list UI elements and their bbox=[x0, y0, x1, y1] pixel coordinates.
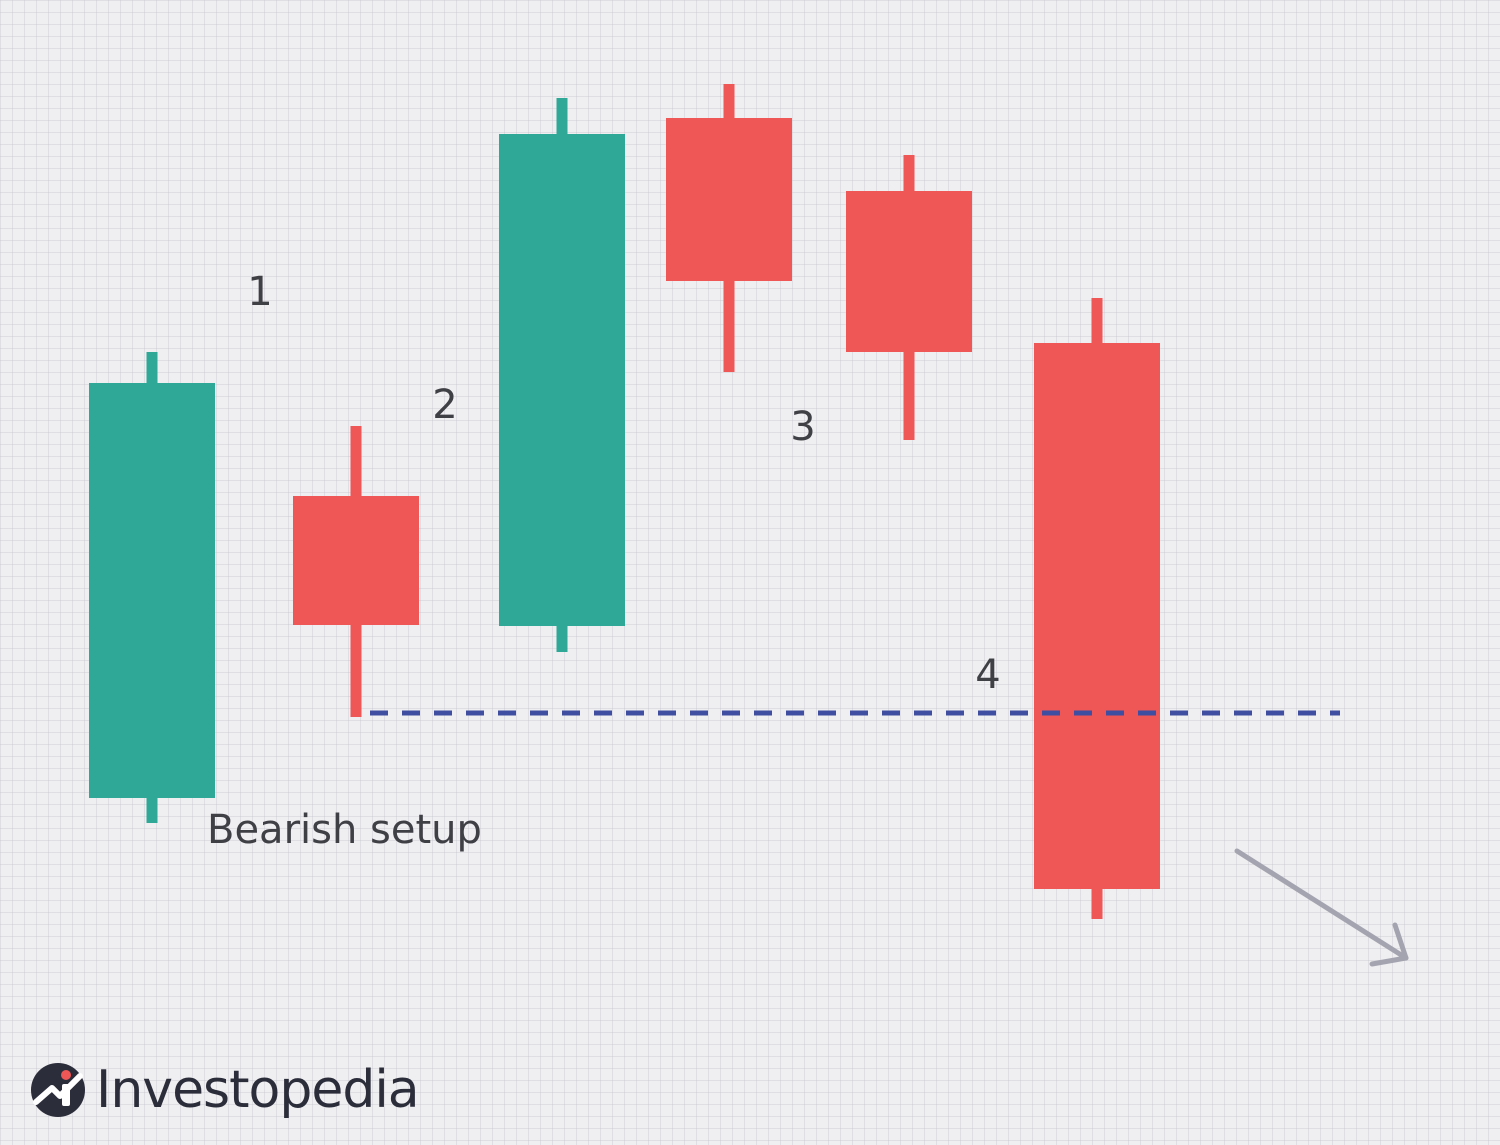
bearish-setup-label: Bearish setup bbox=[207, 807, 482, 853]
investopedia-logo: Investopedia bbox=[30, 1060, 420, 1120]
down-trend-arrow-icon bbox=[1234, 848, 1409, 967]
candle-1-body bbox=[89, 383, 215, 798]
label-candle-4: 4 bbox=[975, 652, 1000, 698]
candle-2-body bbox=[293, 496, 419, 625]
candle-3 bbox=[499, 98, 625, 652]
label-candle-3: 3 bbox=[790, 404, 815, 450]
candle-6-body bbox=[1034, 343, 1160, 889]
annotations: 1 2 3 4 Bearish setup bbox=[207, 269, 1001, 853]
candle-5-body bbox=[846, 191, 972, 352]
candle-3-body bbox=[499, 134, 625, 626]
candle-2 bbox=[293, 426, 419, 717]
label-candle-2: 2 bbox=[432, 382, 457, 428]
label-candle-1: 1 bbox=[247, 269, 272, 315]
candle-4 bbox=[666, 84, 792, 372]
candle-6 bbox=[1034, 298, 1160, 919]
candle-4-body bbox=[666, 118, 792, 281]
investopedia-logo-icon bbox=[31, 1063, 85, 1117]
candle-1 bbox=[89, 352, 215, 823]
candle-5 bbox=[846, 155, 972, 440]
brand-name: Investopedia bbox=[96, 1060, 420, 1120]
candles bbox=[89, 84, 1160, 919]
